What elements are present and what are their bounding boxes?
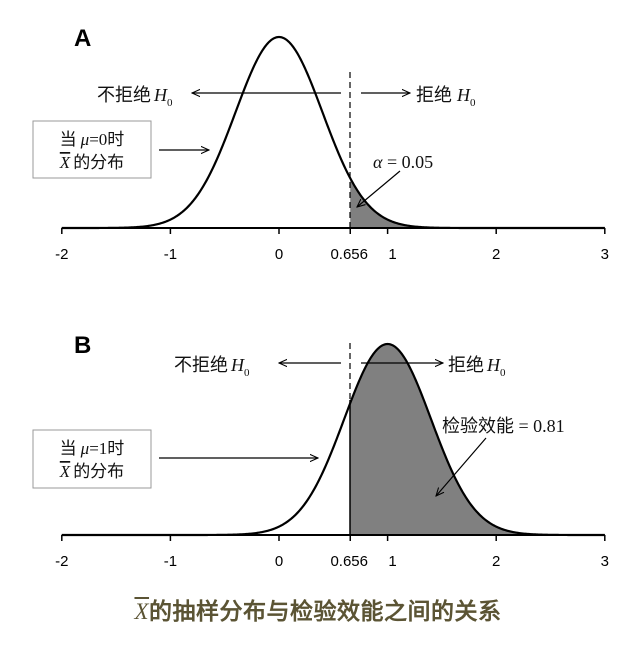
panel-a-label: A [74,25,91,52]
panel-a: A -2 -1 0 0.656 1 2 3 不拒绝 H0 拒绝 H0 当 μ=0时 X 的分布 α … [32,25,609,263]
panel-a-x-axis: -2 -1 0 0.656 1 2 3 [55,227,609,263]
panel-b-power-arrow [436,437,487,496]
panel-a-distribution-box [32,120,152,179]
panel-b-power-label: 检验效能 = 0.81 [442,416,565,436]
axis-tick-label: 3 [601,553,609,570]
axis-tick-label: 1 [388,553,396,570]
axis-tick-label: -1 [164,246,177,263]
axis-tick-label: 0 [275,246,283,263]
panel-b-power-region [350,344,605,535]
panel-a-alpha-arrow [357,170,401,207]
axis-tick-label: 0.656 [330,553,368,570]
panel-b-label: B [74,332,91,359]
axis-tick-label: 3 [601,246,609,263]
panel-b-box-line1: 当 μ=1时 [60,439,125,458]
panel-a-reject-label: 拒绝 H0 [416,85,476,109]
panel-b-reject-label: 拒绝 H0 [448,355,506,379]
panel-b-distribution-box [32,429,152,489]
axis-tick-label: 2 [492,553,500,570]
axis-tick-label: -2 [55,553,68,570]
axis-tick-label: -1 [164,553,177,570]
panel-b-box-line2: X 的分布 [59,462,124,481]
axis-tick-label: -2 [55,246,68,263]
panel-a-not-reject-label: 不拒绝 H0 [97,85,173,109]
panel-a-box-line2: X 的分布 [59,153,124,172]
caption-xbar: X [134,599,150,624]
axis-tick-label: 2 [492,246,500,263]
figure-caption: X的抽样分布与检验效能之间的关系 [0,592,636,626]
panel-b: B -2 -1 0 0.656 1 2 3 不拒绝 H0 拒绝 H0 当 μ=1时 X 的分布 检验… [32,332,609,570]
axis-tick-label: 0.656 [330,246,368,263]
panel-b-x-axis: -2 -1 0 0.656 1 2 3 [55,534,609,570]
panel-a-box-line1: 当 μ=0时 [60,130,125,149]
panel-a-alpha-label: α = 0.05 [373,152,433,172]
caption-text: 的抽样分布与检验效能之间的关系 [149,599,502,625]
axis-tick-label: 1 [388,246,396,263]
axis-tick-label: 0 [275,553,283,570]
panel-a-alpha-region [350,178,605,228]
panel-b-not-reject-label: 不拒绝 H0 [174,355,250,379]
